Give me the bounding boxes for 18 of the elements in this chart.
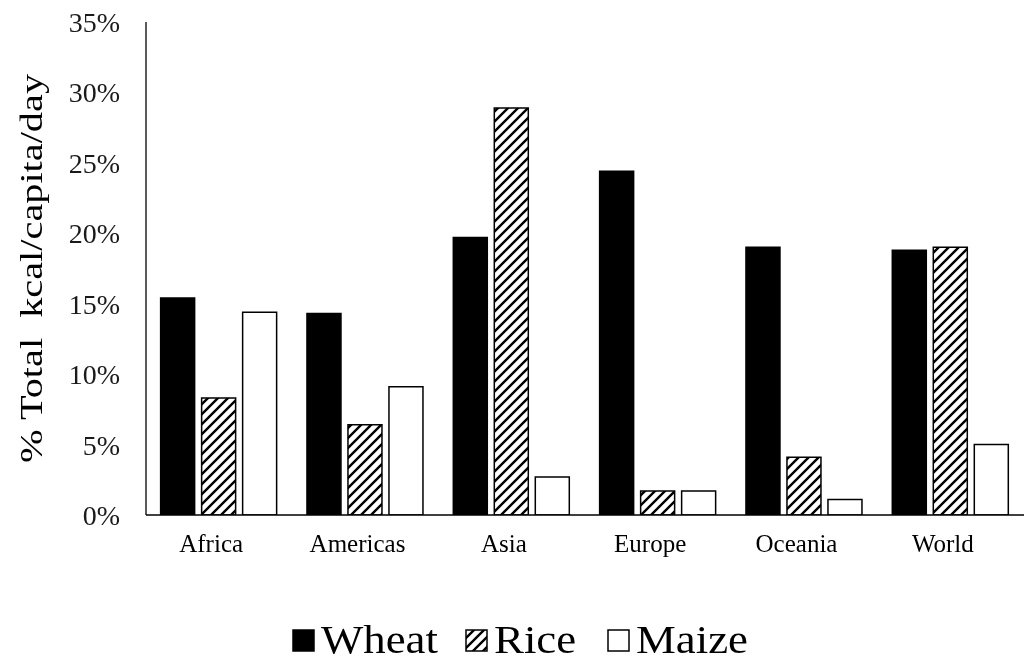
x-tick-label: Americas — [309, 529, 406, 557]
x-tick-label: Oceania — [755, 529, 838, 557]
x-tick-label: World — [911, 529, 975, 557]
y-tick-label: 0% — [82, 499, 120, 531]
y-tick-label: 35% — [68, 6, 120, 38]
legend-label: Maize — [636, 617, 749, 659]
y-tick-label: 10% — [68, 359, 120, 391]
x-tick-label: Africa — [179, 529, 244, 557]
y-tick-label: 5% — [82, 429, 120, 461]
y-tick-label: 20% — [68, 218, 120, 250]
x-tick-label: Asia — [480, 529, 527, 557]
legend-label: Wheat — [320, 617, 438, 659]
y-tick-label: 30% — [68, 77, 120, 109]
y-tick-label: 25% — [68, 147, 120, 179]
x-tick-label: Europe — [614, 529, 687, 557]
y-axis-title: % Total kcal/capita/day — [14, 73, 50, 464]
legend-label: Rice — [494, 617, 577, 659]
y-tick-label: 15% — [68, 288, 120, 320]
